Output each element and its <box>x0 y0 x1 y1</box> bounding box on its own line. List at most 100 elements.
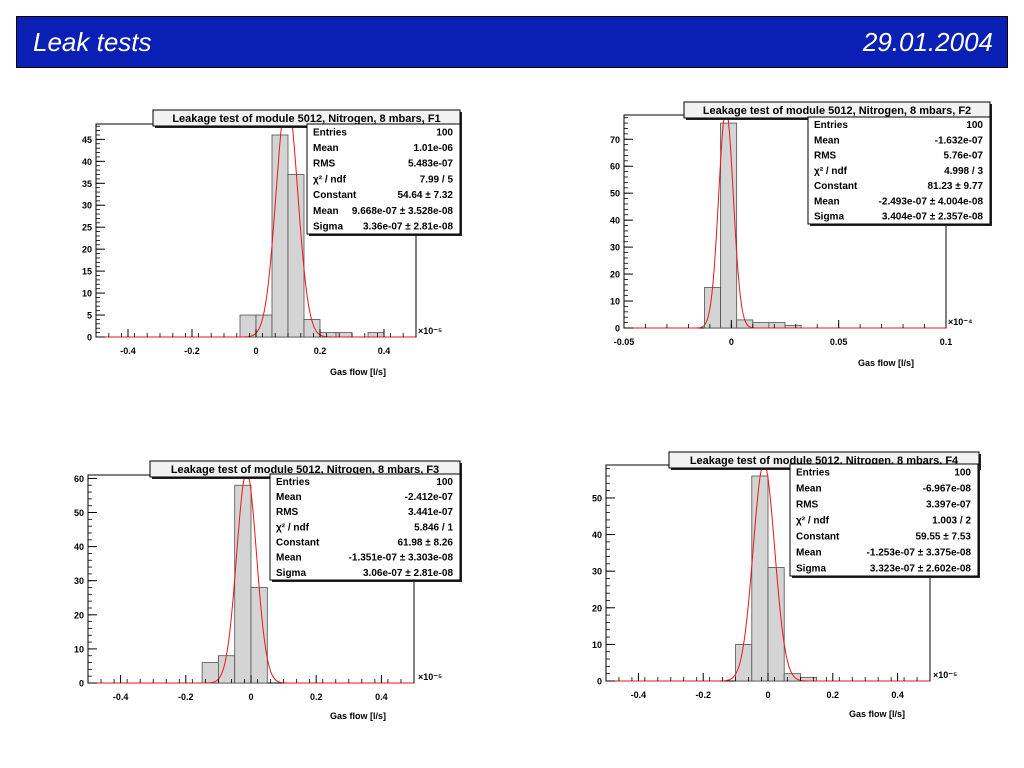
chart1-y-tick-label: 5 <box>87 311 92 321</box>
chart3-x-tick-label: 0.4 <box>375 692 388 702</box>
chart1-stats-key: Constant <box>313 190 357 201</box>
chart3-y-tick-label: 10 <box>74 644 84 654</box>
chart3-stats-key: Sigma <box>276 568 306 579</box>
chart3-stats-key: Constant <box>276 537 320 548</box>
chart4-stats-key: Entries <box>796 468 830 479</box>
chart3-stats-value: 100 <box>436 477 453 488</box>
chart2-stats-value: 3.404e-07 ± 2.357e-08 <box>882 212 984 223</box>
chart1-y-tick-label: 10 <box>82 289 92 299</box>
chart2-fit-curve <box>624 108 946 329</box>
chart4-stats-value: 100 <box>954 468 971 479</box>
chart3-y-tick-label: 60 <box>74 474 84 484</box>
chart4-stats-key: Sigma <box>796 564 826 575</box>
chart1-title: Leakage test of module 5012, Nitrogen, 8… <box>172 113 440 125</box>
chart3-stats-box <box>269 473 461 581</box>
chart2-y-tick-label: 0 <box>615 324 620 334</box>
chart1-x-tick-label: 0.4 <box>378 346 391 356</box>
chart4-x-multiplier: ×10⁻⁵ <box>933 670 957 680</box>
chart2-stats-value: 5.76e-07 <box>944 151 984 162</box>
chart2-y-tick-label: 70 <box>610 135 620 145</box>
chart3-y-tick-label: 30 <box>74 576 84 586</box>
chart3-stats-key: Mean <box>276 553 302 564</box>
chart4-stats-value: 3.397e-07 <box>926 500 971 511</box>
chart2-y-tick-label: 10 <box>610 297 620 307</box>
chart3-stats-key: Mean <box>276 492 302 503</box>
chart3-x-tick-label: 0.2 <box>310 692 323 702</box>
chart4-x-tick-label: -0.2 <box>695 690 711 700</box>
chart2-stats-key: Mean <box>814 135 840 146</box>
chart1-stats-key: Sigma <box>313 222 343 233</box>
slide-date: 29.01.2004 <box>862 27 993 57</box>
chart2-stats-box <box>807 116 991 225</box>
chart3-y-tick-label: 0 <box>79 679 84 689</box>
chart2-stats-key: Entries <box>814 120 848 131</box>
chart4-y-tick-label: 20 <box>592 603 602 613</box>
chart3-stats-value: -2.412e-07 <box>405 492 454 503</box>
chart1-stats-key: Mean <box>313 206 339 217</box>
chart1-stats-value: 9.668e-07 ± 3.528e-08 <box>352 206 454 217</box>
chart4-x-tick-label: -0.4 <box>631 690 647 700</box>
chart2-y-tick-label: 50 <box>610 189 620 199</box>
chart3-stats-key: Entries <box>276 477 310 488</box>
chart2-stats-value: -1.632e-07 <box>935 135 984 146</box>
chart1-y-tick-label: 40 <box>82 157 92 167</box>
chart1-y-tick-label: 0 <box>87 333 92 343</box>
chart1-stats-box <box>306 123 461 235</box>
chart1-x-tick-label: -0.4 <box>120 346 136 356</box>
chart1-stats-key: Entries <box>313 127 347 138</box>
chart2-title: Leakage test of module 5012, Nitrogen, 8… <box>703 105 971 117</box>
chart2-stats-key: RMS <box>814 151 837 162</box>
chart1-y-tick-label: 30 <box>82 201 92 211</box>
chart3-x-multiplier: ×10⁻⁵ <box>418 672 442 682</box>
chart3-stats-key: RMS <box>276 507 299 518</box>
chart3-stats-value: 61.98 ± 8.26 <box>397 537 453 548</box>
chart1-stats-key: Mean <box>313 143 339 154</box>
chart1-y-tick-label: 35 <box>82 179 92 189</box>
chart4-y-tick-label: 50 <box>592 493 602 503</box>
chart4-y-tick-label: 0 <box>597 677 602 687</box>
chart1-stats-value: 100 <box>436 127 453 138</box>
chart3-stats-value: 3.441e-07 <box>408 507 453 518</box>
chart4-stats-box <box>789 463 979 577</box>
slide-header-bar: Leak tests 29.01.2004 <box>16 16 1008 68</box>
chart3-y-tick-label: 40 <box>74 542 84 552</box>
chart4-stats-value: 1.003 / 2 <box>932 516 971 527</box>
chart1-x-tick-label: 0 <box>253 346 258 356</box>
chart4-fit-curve <box>606 462 930 682</box>
chart1-stats-key: RMS <box>313 159 336 170</box>
chart4-stats-value: 59.55 ± 7.53 <box>915 532 971 543</box>
chart4-x-tick-label: 0.2 <box>827 690 840 700</box>
chart3-x-axis-title: Gas flow [l/s] <box>330 711 386 721</box>
chart4-y-tick-label: 40 <box>592 530 602 540</box>
chart2-x-multiplier: ×10⁻⁴ <box>948 317 972 327</box>
chart3-stats-value: 5.846 / 1 <box>414 522 453 533</box>
chart2-x-tick-label: -0.05 <box>614 337 635 347</box>
chart4-stats-value: 3.323e-07 ± 2.602e-08 <box>870 564 972 575</box>
chart2-stats-key: Sigma <box>814 212 844 223</box>
chart2-stats-value: 100 <box>966 120 983 131</box>
chart3-stats-value: -1.351e-07 ± 3.303e-08 <box>349 553 454 564</box>
chart4-stats-value: -1.253e-07 ± 3.375e-08 <box>867 548 972 559</box>
chart1-x-tick-label: -0.2 <box>184 346 200 356</box>
chart1-stats-value: 54.64 ± 7.32 <box>397 190 453 201</box>
chart1-stats-value: 3.36e-07 ± 2.81e-08 <box>363 222 453 233</box>
chart2-x-tick-label: 0 <box>729 337 734 347</box>
chart4-bar-1 <box>735 643 753 682</box>
chart3-fit-curve <box>88 471 414 684</box>
chart4-x-tick-label: 0 <box>765 690 770 700</box>
chart3-x-tick-label: -0.2 <box>178 692 194 702</box>
chart3-stats-value: 3.06e-07 ± 2.81e-08 <box>363 568 453 579</box>
chart2-y-tick-label: 20 <box>610 270 620 280</box>
chart2-y-tick-label: 40 <box>610 216 620 226</box>
chart4-stats-key: χ² / ndf <box>796 516 830 527</box>
slide-title: Leak tests <box>33 27 152 57</box>
chart4-x-tick-label: 0.4 <box>891 690 904 700</box>
chart4-stats-key: Mean <box>796 484 822 495</box>
chart1-y-tick-label: 25 <box>82 223 92 233</box>
chart1-x-multiplier: ×10⁻⁵ <box>418 326 442 336</box>
chart2-x-tick-label: 0.05 <box>830 337 848 347</box>
chart4-stats-value: -6.967e-08 <box>923 484 972 495</box>
chart4-stats-key: Constant <box>796 532 840 543</box>
